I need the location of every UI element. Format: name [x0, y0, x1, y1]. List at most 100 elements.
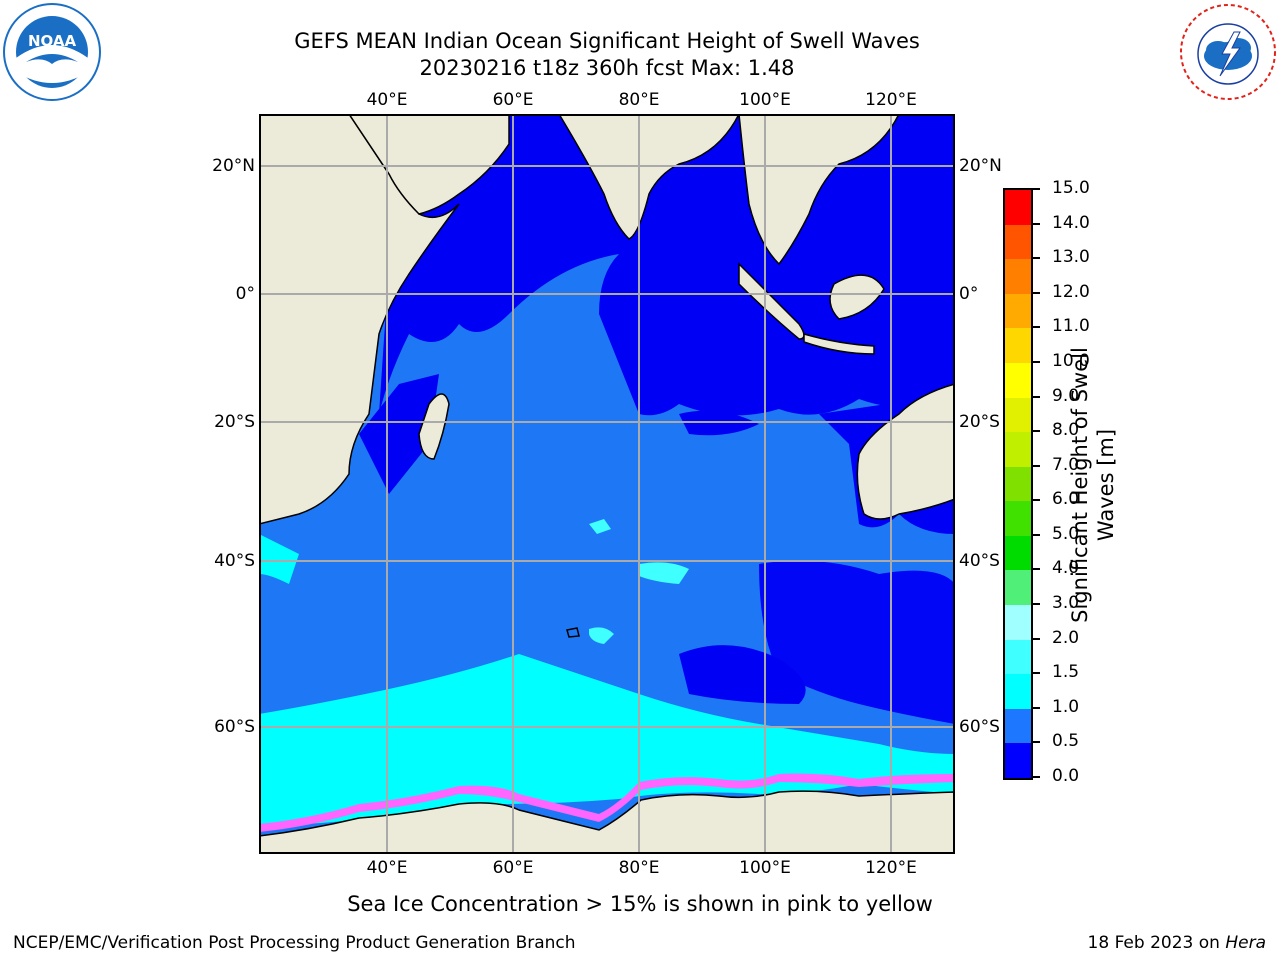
lat-tick-right: 20°S [959, 412, 1000, 432]
land-java [803, 333, 875, 355]
colorbar-fill [1005, 190, 1031, 778]
noaa-logo-icon: NOAA [2, 2, 102, 102]
lon-tick-bottom: 40°E [366, 858, 408, 878]
footer-date: 18 Feb 2023 on Hera [1088, 933, 1266, 953]
map-canvas [258, 113, 956, 855]
colorbar-tick-label: 8.0 [1052, 420, 1080, 441]
map-title: GEFS MEAN Indian Ocean Significant Heigh… [294, 29, 920, 53]
colorbar-tick-mark [1033, 637, 1040, 640]
lat-tick-left: 20°S [214, 412, 255, 432]
cyan-swell-west [259, 534, 299, 584]
colorbar-tick-mark [1033, 257, 1040, 260]
land-kerguelen [566, 627, 580, 638]
lat-tick-left: 0° [235, 284, 255, 304]
colorbar-tick-label: 4.0 [1052, 558, 1080, 579]
land-india [557, 113, 741, 240]
sea-ice-edge [259, 773, 955, 832]
colorbar-tick-label: 0.5 [1052, 731, 1080, 752]
colorbar-tick-mark [1033, 222, 1040, 225]
map-subtitle: 20230216 t18z 360h fcst Max: 1.48 [419, 56, 795, 80]
colorbar-tick-mark [1033, 360, 1040, 363]
colorbar-tick-label: 12.0 [1052, 281, 1090, 302]
lat-tick-right: 0° [959, 284, 979, 304]
lon-tick-bottom: 80°E [618, 858, 660, 878]
sea-ice-note: Sea Ice Concentration > 15% is shown in … [347, 892, 933, 916]
colorbar-tick-label: 3.0 [1052, 593, 1080, 614]
land-southeast-asia [738, 113, 901, 266]
colorbar-segment [1005, 535, 1031, 571]
deep-swell-west [359, 374, 439, 494]
colorbar-tick-mark [1033, 568, 1040, 571]
colorbar-tick-label: 5.0 [1052, 523, 1080, 544]
colorbar-segment [1005, 293, 1031, 329]
colorbar-tick-mark [1033, 464, 1040, 467]
lat-tick-left: 40°S [214, 551, 255, 571]
colorbar-segment [1005, 466, 1031, 502]
deep-swell-southeast [759, 560, 955, 724]
footer-date-text: 18 Feb 2023 on [1087, 933, 1226, 953]
lon-tick-bottom: 120°E [865, 858, 917, 878]
lon-tick-bottom: 100°E [739, 858, 791, 878]
footer-credit: NCEP/EMC/Verification Post Processing Pr… [13, 933, 576, 953]
colorbar-segment [1005, 639, 1031, 675]
colorbar-tick-label: 1.5 [1052, 662, 1080, 683]
colorbar-label: Significant Height of Swell Waves [m] [1068, 347, 1118, 623]
colorbar-segment [1005, 570, 1031, 606]
colorbar-segment [1005, 674, 1031, 709]
colorbar-segment [1005, 501, 1031, 536]
map-gridlines [259, 114, 955, 854]
colorbar-tick-label: 2.0 [1052, 627, 1080, 648]
colorbar-tick-label: 11.0 [1052, 316, 1090, 337]
colorbar-tick-label: 10.0 [1052, 350, 1090, 371]
colorbar-segment [1005, 224, 1031, 260]
colorbar-tick-label: 13.0 [1052, 247, 1090, 268]
map-frame [259, 114, 955, 854]
land-australia [856, 383, 956, 520]
colorbar-tick-label: 1.0 [1052, 696, 1080, 717]
lon-tick-top: 40°E [366, 90, 408, 110]
colorbar-tick-mark [1033, 395, 1040, 398]
lon-tick-bottom: 60°E [492, 858, 534, 878]
colorbar-tick-mark [1033, 776, 1040, 778]
lon-tick-top: 80°E [618, 90, 660, 110]
footer-host: Hera [1225, 933, 1266, 953]
colorbar-tick-label: 7.0 [1052, 454, 1080, 475]
colorbar-tick-mark [1033, 188, 1040, 190]
colorbar-tick-label: 6.0 [1052, 489, 1080, 510]
colorbar-tick-mark [1033, 533, 1040, 536]
colorbar-segment [1005, 259, 1031, 294]
land-borneo [829, 274, 885, 320]
lon-tick-top: 100°E [739, 90, 791, 110]
map-panel [258, 113, 956, 855]
lon-tick-top: 120°E [865, 90, 917, 110]
lat-tick-left: 60°S [214, 717, 255, 737]
colorbar-tick-mark [1033, 706, 1040, 709]
lon-tick-top: 60°E [492, 90, 534, 110]
colorbar-tick-label: 0.0 [1052, 766, 1080, 786]
colorbar-tick-mark [1033, 326, 1040, 329]
colorbar-tick-mark [1033, 430, 1040, 433]
colorbar-tick-mark [1033, 291, 1040, 294]
colorbar-segment [1005, 362, 1031, 398]
colorbar-ticks: 0.0 0.5 1.0 1.5 2.0 3.0 4.0 5.0 6.0 7.0 8.0 9.0 10.0… [1033, 178, 1100, 790]
colorbar-segment [1005, 605, 1031, 640]
colorbar-tick-mark [1033, 741, 1040, 744]
colorbar-tick-label: 15.0 [1052, 178, 1090, 198]
nws-logo-icon [1178, 2, 1278, 102]
colorbar-tick-label: 9.0 [1052, 385, 1080, 406]
lat-tick-right: 60°S [959, 717, 1000, 737]
colorbar-segment [1005, 432, 1031, 467]
lat-tick-right: 20°N [959, 156, 1002, 176]
colorbar [1003, 188, 1033, 780]
lat-tick-right: 40°S [959, 551, 1000, 571]
land-madagascar [418, 393, 450, 460]
colorbar-tick-label: 14.0 [1052, 212, 1090, 233]
colorbar-segment [1005, 743, 1031, 778]
deep-swell-patch [679, 645, 806, 704]
colorbar-segment [1005, 708, 1031, 744]
colorbar-segment [1005, 190, 1031, 225]
colorbar-segment [1005, 397, 1031, 433]
colorbar-tick-mark [1033, 499, 1040, 502]
noaa-logo-text: NOAA [28, 32, 77, 50]
colorbar-segment [1005, 328, 1031, 363]
